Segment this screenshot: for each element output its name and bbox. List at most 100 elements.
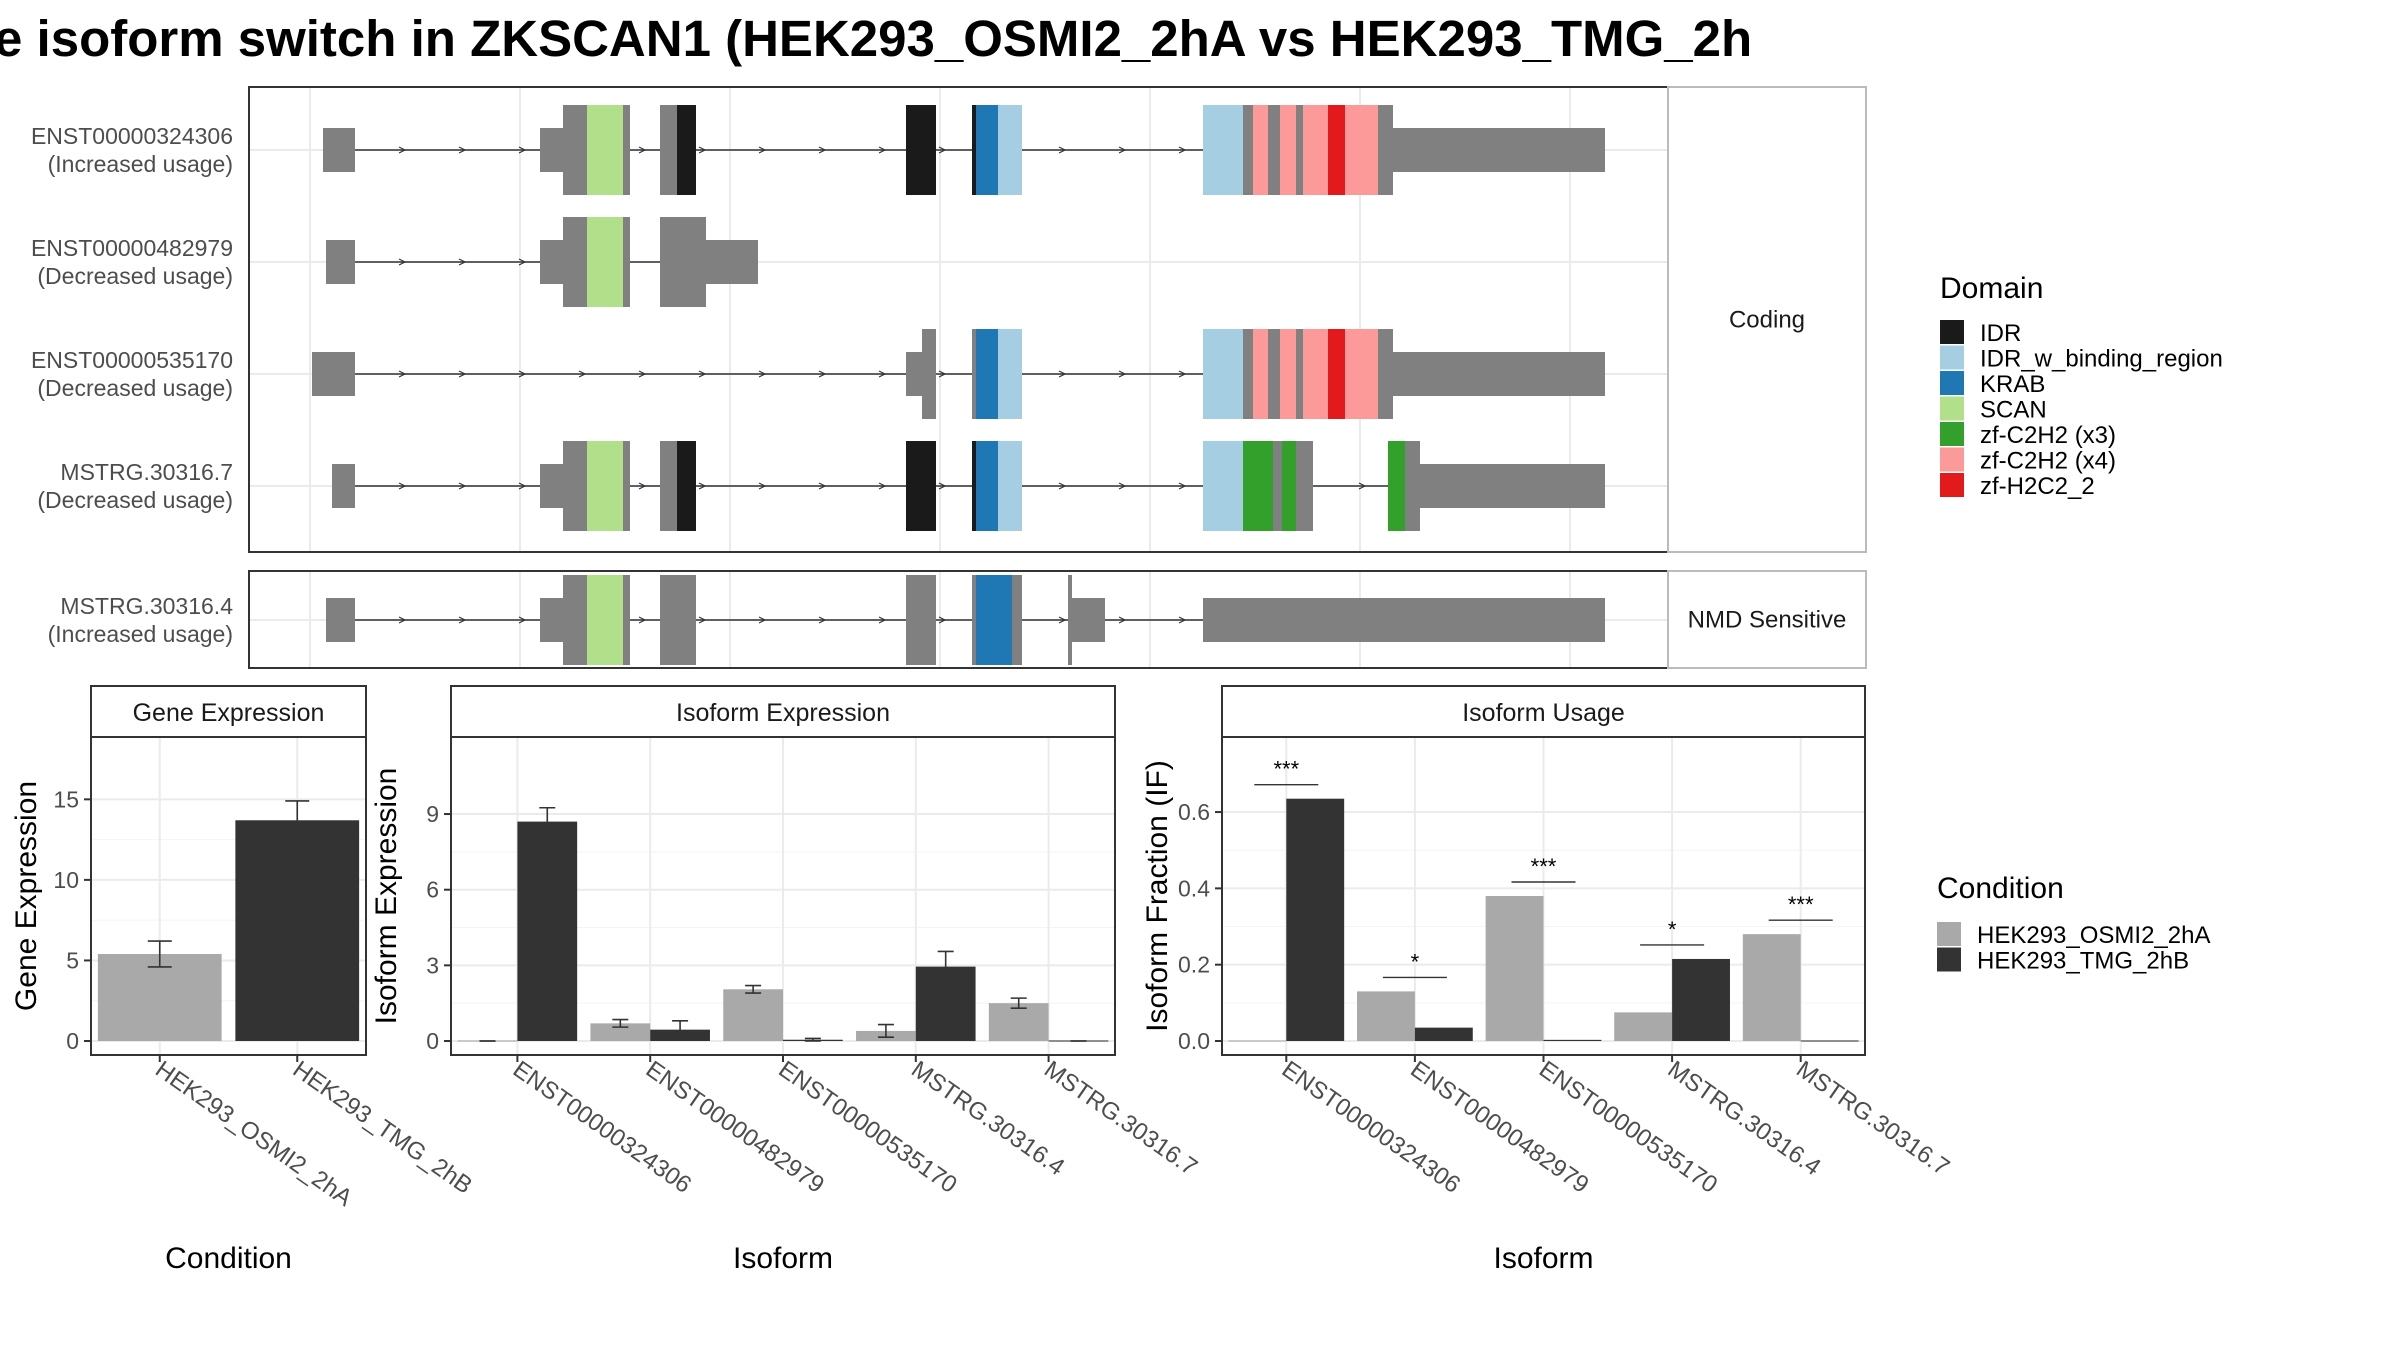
significance-label: ***	[1788, 892, 1814, 917]
intron-arrow	[1178, 370, 1187, 378]
intron-arrow	[878, 146, 887, 154]
facet-strip-label: Isoform Usage	[1462, 699, 1625, 727]
intron-arrow	[578, 370, 587, 378]
intron-arrow	[878, 616, 887, 624]
facet-strip	[90, 685, 367, 738]
y-tick-label: 6	[426, 877, 439, 903]
domain-block	[976, 441, 998, 531]
intron-arrow	[1178, 616, 1187, 624]
domain-block	[587, 217, 623, 307]
error-bar	[672, 1020, 689, 1040]
y-axis-title: Isoform Expression	[370, 768, 403, 1025]
exon-block	[1273, 441, 1282, 531]
exon-block	[1378, 105, 1393, 195]
bar	[1286, 798, 1345, 1041]
bar	[1357, 991, 1415, 1041]
legend-label: HEK293_OSMI2_2hA	[1977, 922, 2210, 949]
error-bar	[877, 1023, 894, 1039]
exon-block	[332, 464, 355, 508]
domain-block	[976, 105, 998, 195]
intron-arrow	[938, 616, 947, 624]
error-bar	[612, 1018, 629, 1028]
transcript-track	[323, 105, 1605, 195]
y-tick-label: 0.2	[1178, 952, 1210, 978]
error-bar	[285, 800, 310, 841]
intron-arrow	[398, 616, 407, 624]
chart-1: Isoform Expression0369ENST00000324306ENS…	[370, 685, 1202, 1275]
chart-0: Gene Expression051015HEK293_OSMI2_2hAHEK…	[10, 685, 477, 1275]
domain-block	[1328, 105, 1345, 195]
legend-swatch	[1940, 422, 1964, 446]
facet-strip	[1667, 86, 1867, 553]
intron-arrow	[698, 616, 707, 624]
domain-block	[1203, 441, 1243, 531]
domain-block	[1345, 329, 1378, 419]
domain-block	[1253, 105, 1268, 195]
legend-label: zf-H2C2_2	[1980, 473, 2095, 500]
exon-block	[540, 240, 563, 284]
legend-label: IDR	[1980, 320, 2021, 347]
bar	[1228, 1040, 1287, 1042]
intron-arrow	[398, 146, 407, 154]
intron-arrow	[638, 370, 647, 378]
intron-arrow	[1118, 370, 1127, 378]
y-tick-label: 15	[53, 786, 79, 812]
domain-block	[1203, 105, 1243, 195]
intron-arrow	[1178, 482, 1187, 490]
exon-block	[1378, 329, 1393, 419]
legend-swatch	[1940, 320, 1964, 344]
exon-block	[972, 329, 976, 419]
legend-title: Domain	[1940, 272, 2043, 305]
domain-block	[1280, 105, 1296, 195]
legend-swatch	[1940, 447, 1964, 472]
bar	[97, 954, 222, 1041]
domain-block	[1303, 329, 1328, 419]
intron-arrow	[1058, 482, 1067, 490]
exon-block	[623, 575, 630, 665]
domain-block	[1328, 329, 1345, 419]
intron-arrow	[518, 146, 527, 154]
domain-block	[1253, 441, 1273, 531]
x-axis-title: Isoform	[733, 1242, 833, 1275]
bar	[1614, 1012, 1673, 1041]
y-tick-label: 10	[53, 867, 79, 893]
transcript-track	[312, 329, 1605, 419]
domain-block	[1253, 329, 1268, 419]
transcript-usage-label: (Decreased usage)	[37, 263, 233, 289]
exon-block	[906, 352, 922, 396]
intron-arrow	[938, 482, 947, 490]
legend-swatch	[1940, 473, 1964, 497]
transcript-track	[326, 575, 1605, 665]
domain-block	[1203, 329, 1243, 419]
domain-block	[587, 105, 623, 195]
legend-label: zf-C2H2 (x4)	[1980, 448, 2116, 475]
x-axis-title: Isoform	[1493, 1242, 1593, 1275]
domain-block	[972, 441, 976, 531]
facet-strip-label: Coding	[1729, 307, 1805, 334]
exon-block	[906, 575, 936, 665]
exon-block	[660, 105, 677, 195]
bar	[235, 820, 360, 1041]
intron-arrow	[818, 370, 827, 378]
domain-block	[587, 441, 623, 531]
exon-block	[922, 329, 936, 419]
domain-block	[587, 575, 623, 665]
legend-label: KRAB	[1980, 371, 2045, 398]
exon-block	[326, 598, 355, 642]
exon-block	[1296, 105, 1303, 195]
exon-block	[972, 575, 976, 665]
domain-block	[677, 105, 696, 195]
intron-arrow	[698, 146, 707, 154]
exon-block	[706, 240, 758, 284]
plot-panel-border	[90, 736, 367, 1056]
exon-block	[660, 441, 677, 531]
exon-block	[323, 128, 355, 172]
bar	[517, 821, 578, 1041]
y-tick-label: 0.4	[1178, 875, 1210, 901]
domain-block	[998, 105, 1022, 195]
intron-arrow	[818, 482, 827, 490]
y-tick-label: 0.6	[1178, 799, 1210, 825]
legend-label: HEK293_TMG_2hB	[1977, 948, 2189, 975]
